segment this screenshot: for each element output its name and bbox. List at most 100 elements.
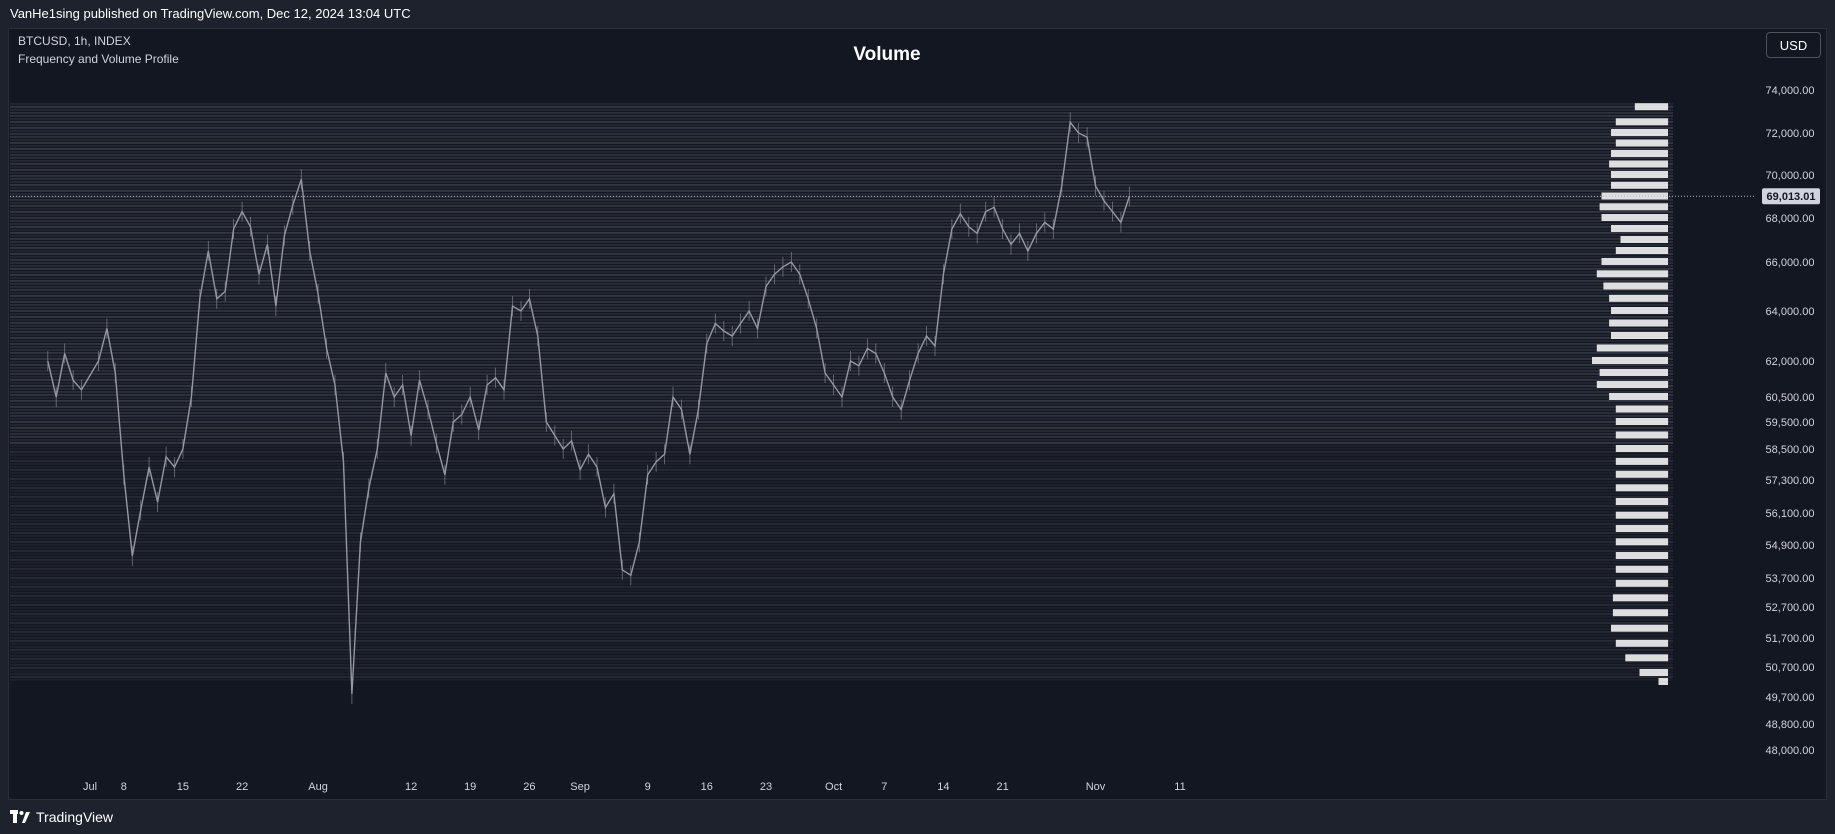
- frequency-band: [10, 549, 1673, 552]
- chart-title: Volume: [853, 44, 920, 65]
- volume-profile-bar: [1611, 624, 1668, 632]
- frequency-band: [10, 138, 1673, 141]
- price-tick-label: 57,300.00: [1766, 475, 1815, 487]
- indicator-label[interactable]: Frequency and Volume Profile: [18, 52, 179, 66]
- frequency-band: [10, 276, 1673, 279]
- frequency-band: [10, 417, 1673, 420]
- price-tick-label: 50,700.00: [1766, 662, 1815, 674]
- volume-profile-bar: [1611, 332, 1668, 339]
- volume-profile-bar: [1658, 678, 1668, 685]
- price-line: [47, 120, 1130, 695]
- frequency-band: [10, 402, 1673, 405]
- frequency-band: [10, 153, 1673, 156]
- frequency-band: [10, 600, 1673, 603]
- volume-profile-bar: [1615, 579, 1669, 587]
- symbol-label[interactable]: BTCUSD, 1h, INDEX: [18, 34, 131, 48]
- frequency-band: [10, 174, 1673, 177]
- frequency-band: [10, 576, 1673, 579]
- price-tick-label: 64,000.00: [1766, 306, 1815, 318]
- frequency-band: [10, 543, 1673, 546]
- volume-profile-bar: [1634, 103, 1669, 111]
- frequency-band: [10, 309, 1673, 312]
- volume-profile-bar: [1609, 393, 1668, 400]
- frequency-band: [10, 531, 1673, 534]
- frequency-band: [10, 645, 1673, 648]
- time-tick-label: 26: [523, 781, 535, 793]
- volume-profile-bar: [1596, 381, 1669, 388]
- volume-profile-bar: [1620, 236, 1668, 243]
- frequency-band: [10, 444, 1673, 447]
- frequency-band: [10, 429, 1673, 432]
- price-tick-label: 49,700.00: [1766, 692, 1815, 704]
- frequency-band: [10, 396, 1673, 399]
- frequency-band: [10, 201, 1673, 204]
- frequency-band: [10, 336, 1673, 339]
- volume-profile: [1592, 103, 1669, 685]
- price-tick-label: 58,500.00: [1766, 444, 1815, 456]
- frequency-band: [10, 189, 1673, 192]
- time-tick-label: 11: [1174, 781, 1185, 793]
- time-axis[interactable]: Jul 8 15 22 Aug 12 19 26 Sep 9 16 23 Oct 7 14 21 Nov 11: [83, 781, 1186, 793]
- volume-profile-bar: [1612, 609, 1668, 617]
- frequency-band: [10, 657, 1673, 660]
- price-tick-label: 48,000.00: [1766, 745, 1815, 757]
- frequency-band: [10, 288, 1673, 291]
- volume-profile-bar: [1611, 129, 1668, 136]
- frequency-band: [10, 672, 1673, 675]
- volume-profile-bar: [1615, 538, 1669, 546]
- frequency-band: [10, 357, 1673, 360]
- volume-profile-bar: [1596, 270, 1669, 278]
- frequency-band: [10, 249, 1673, 252]
- frequency-band: [10, 678, 1673, 681]
- volume-profile-bar: [1615, 457, 1669, 465]
- frequency-band: [10, 450, 1673, 453]
- frequency-band: [10, 234, 1673, 237]
- frequency-band: [10, 537, 1673, 540]
- frequency-band: [10, 633, 1673, 636]
- frequency-band: [10, 321, 1673, 324]
- volume-profile-bar: [1615, 639, 1669, 647]
- currency-button[interactable]: USD: [1766, 32, 1821, 58]
- frequency-band: [10, 405, 1673, 408]
- frequency-band: [10, 609, 1673, 612]
- time-tick-label: 9: [645, 781, 651, 793]
- frequency-band: [10, 372, 1673, 375]
- volume-profile-bar: [1609, 294, 1668, 302]
- frequency-band: [10, 285, 1673, 288]
- frequency-band: [10, 627, 1673, 630]
- frequency-band: [10, 510, 1673, 513]
- frequency-band: [10, 567, 1673, 570]
- time-tick-label: 14: [937, 781, 949, 793]
- frequency-band: [10, 540, 1673, 543]
- frequency-band: [10, 180, 1673, 183]
- frequency-band: [10, 108, 1673, 111]
- frequency-band: [10, 141, 1673, 144]
- frequency-band: [10, 492, 1673, 495]
- volume-profile-bar: [1601, 192, 1668, 200]
- frequency-band: [10, 360, 1673, 363]
- price-axis[interactable]: 74,000.00 72,000.00 70,000.00 68,000.00 66,0…: [1766, 85, 1815, 757]
- frequency-band: [10, 579, 1673, 582]
- time-tick-label: Sep: [570, 781, 590, 793]
- frequency-band: [10, 513, 1673, 516]
- chart-frame[interactable]: [8, 28, 1827, 800]
- frequency-band: [10, 525, 1673, 528]
- frequency-band: [10, 591, 1673, 594]
- price-tick-label: 66,000.00: [1766, 257, 1815, 269]
- volume-profile-bar: [1615, 445, 1669, 452]
- frequency-band: [10, 177, 1673, 180]
- frequency-band: [10, 516, 1673, 519]
- frequency-band: [10, 294, 1673, 297]
- frequency-band: [10, 156, 1673, 159]
- frequency-band: [10, 462, 1673, 465]
- frequency-band: [10, 555, 1673, 558]
- frequency-band: [10, 381, 1673, 384]
- frequency-band: [10, 570, 1673, 573]
- tradingview-logo-icon[interactable]: [10, 810, 30, 824]
- frequency-band: [10, 267, 1673, 270]
- frequency-band: [10, 165, 1673, 168]
- frequency-band: [10, 585, 1673, 588]
- frequency-band: [10, 630, 1673, 633]
- frequency-band: [10, 483, 1673, 486]
